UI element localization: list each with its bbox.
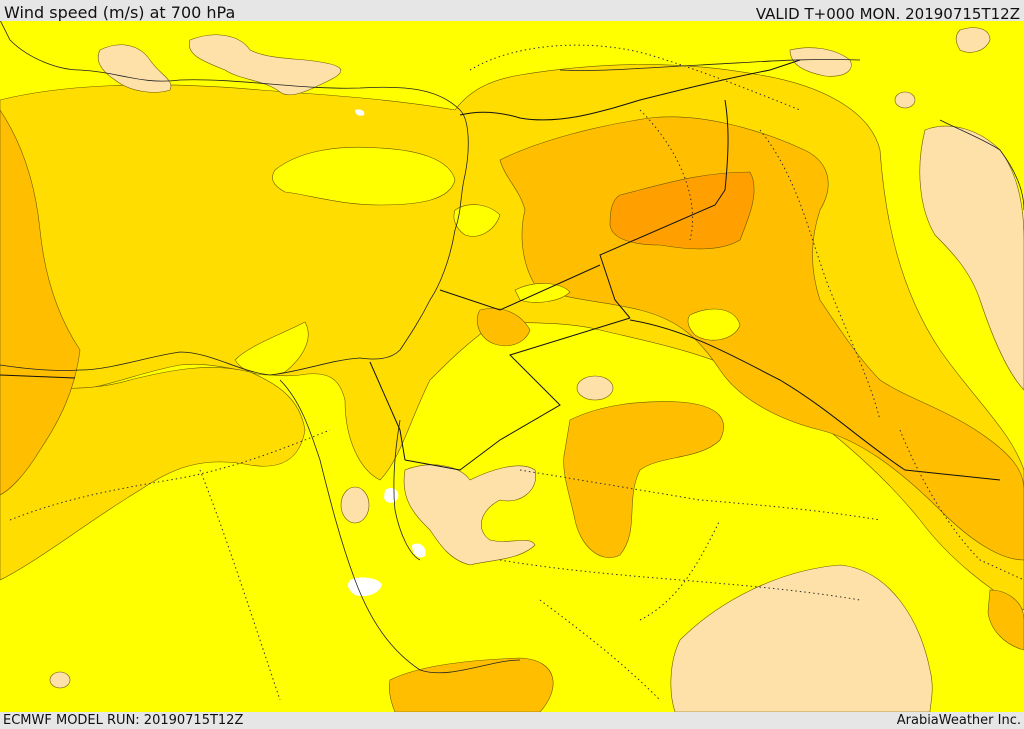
footer-bar: ECMWF MODEL RUN: 20190715T12Z ArabiaWeat… (0, 712, 1024, 729)
province-line-2 (639, 109, 694, 241)
band-low-lebanon (453, 204, 501, 237)
band-higher-core (609, 171, 755, 250)
water-gap-4 (355, 109, 365, 116)
border-iraq-saudi (629, 319, 1001, 481)
coastline-blacksea (559, 59, 861, 71)
coastline-aqaba (393, 419, 421, 561)
band-lowest-east (919, 125, 1024, 391)
band-high-west (0, 109, 81, 496)
wind-speed-map (0, 21, 1024, 712)
model-run-label: ECMWF MODEL RUN: 20190715T12Z (3, 713, 244, 728)
water-gap-3 (412, 543, 426, 558)
band-lowest-north-1 (97, 44, 172, 93)
map-canvas (0, 21, 1024, 712)
band-mid-sinai (0, 367, 306, 581)
band-high-redsea (388, 657, 554, 712)
coastline-redsea (279, 379, 521, 674)
map-title: Wind speed (m/s) at 700 hPa (4, 3, 236, 22)
band-high-jordan (477, 308, 531, 346)
coastline-mediterranean (0, 21, 469, 376)
band-lowest-north-4 (955, 27, 991, 53)
band-lowest-blob-1 (576, 375, 614, 401)
water-gap-1 (347, 577, 382, 597)
province-line-4 (519, 469, 881, 521)
coastline-gulf (939, 119, 1024, 211)
band-lowest-southeast (670, 564, 933, 712)
province-line-5 (499, 559, 861, 601)
band-lowest-north-3 (789, 47, 852, 77)
band-lowest-jordan (403, 464, 537, 566)
border-turkey-syria (459, 59, 801, 121)
band-high-saudi (563, 401, 724, 558)
water-gap-2 (384, 487, 399, 503)
band-lowest-north-2 (188, 34, 342, 96)
band-lowest-blob-3 (49, 671, 71, 689)
province-line-9 (639, 519, 721, 621)
border-egypt-libya (0, 374, 76, 379)
border-syria-iraq (599, 99, 729, 319)
header-bar: Wind speed (m/s) at 700 hPa VALID T+000 … (0, 0, 1024, 23)
band-low-cyprus (272, 146, 456, 206)
valid-time: VALID T+000 MON. 20190715T12Z (755, 5, 1020, 23)
province-line-1 (469, 44, 801, 111)
border-egypt-israel (369, 361, 406, 461)
credit-label: ArabiaWeather Inc. (896, 713, 1021, 728)
band-low-gulf (234, 321, 309, 376)
band-lowest-blob-2 (340, 486, 370, 524)
band-low-syria (687, 308, 741, 341)
band-higher-southeast (987, 589, 1024, 651)
border-jordan (404, 264, 631, 471)
band-lowest-blob-4 (894, 91, 916, 109)
